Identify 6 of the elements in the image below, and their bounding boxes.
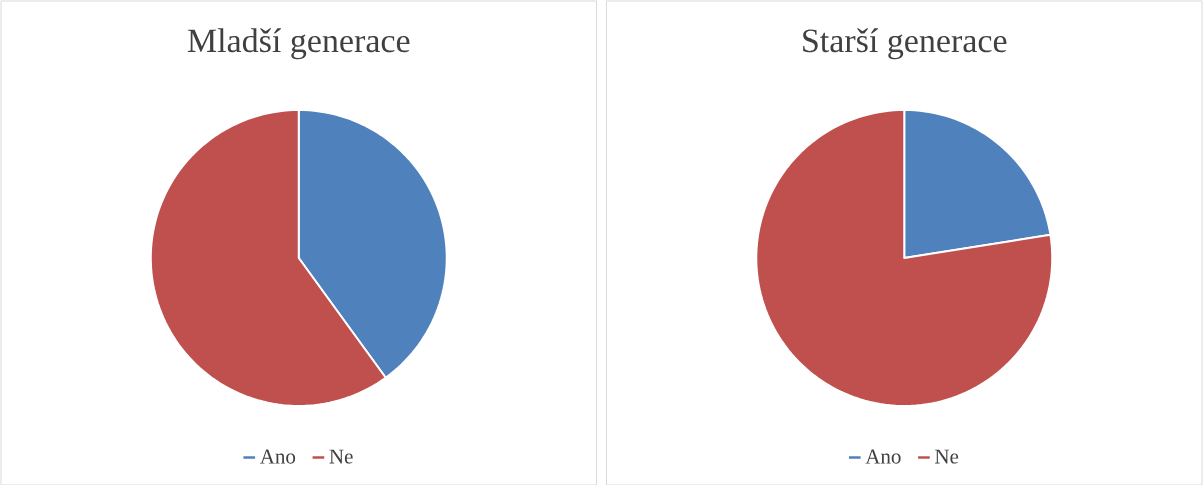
legend-label: Ano [259, 449, 296, 464]
legend-label: Ne [329, 449, 353, 464]
legend-label: Ano [865, 449, 901, 464]
legend-label: Ne [935, 449, 959, 464]
chart-title: Starší generace [803, 28, 1007, 60]
chart-title: Mladší generace [187, 28, 410, 60]
